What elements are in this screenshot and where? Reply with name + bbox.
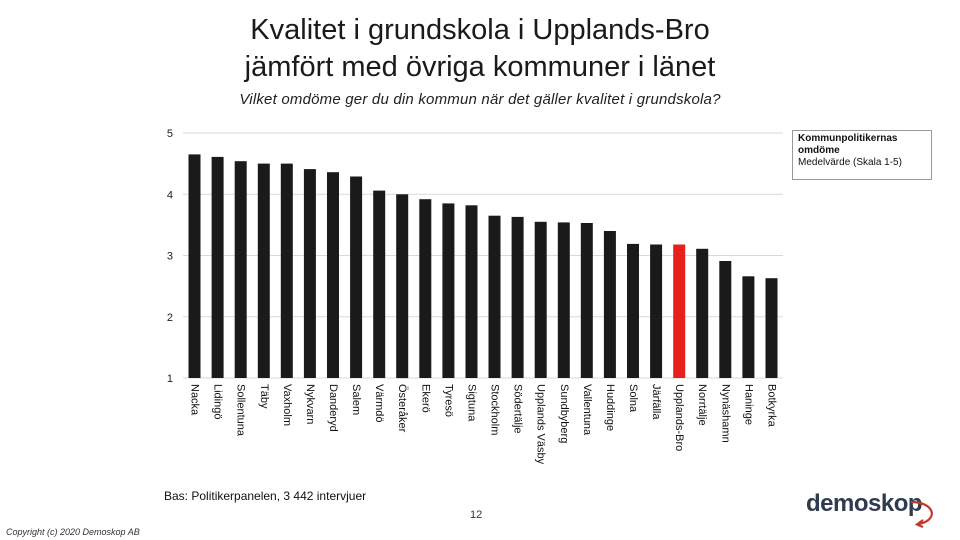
bar-upplands-bro — [673, 244, 686, 378]
x-tick-label: Upplands Väsby — [535, 384, 547, 465]
x-tick-label: Värmdö — [373, 384, 385, 423]
logo-arc-icon — [910, 500, 933, 528]
bar-salem — [350, 176, 363, 378]
title-line-1: Kvalitet i grundskola i Upplands-Bro — [250, 14, 710, 46]
x-tick-label: Vallentuna — [581, 384, 593, 436]
legend-line-1: Kommunpolitikernas — [798, 133, 898, 144]
bar-sundbyberg — [557, 222, 570, 378]
page-number: 12 — [470, 509, 483, 521]
bar-lidingö — [211, 156, 224, 378]
bar-vaxholm — [280, 163, 293, 378]
legend-line-2: omdöme — [798, 145, 840, 156]
x-tick-label: Botkyrka — [766, 384, 778, 428]
x-tick-label: Sigtuna — [466, 384, 478, 422]
bar-stockholm — [488, 215, 501, 378]
y-tick-label: 4 — [167, 189, 173, 201]
y-tick-label: 5 — [167, 128, 173, 140]
bar-nynäshamn — [719, 261, 732, 378]
bar-österåker — [396, 194, 409, 379]
x-tick-label: Nacka — [189, 384, 201, 416]
base-note: Bas: Politikerpanelen, 3 442 intervjuer — [164, 489, 367, 503]
x-tick-label: Vaxholm — [281, 384, 293, 426]
x-tick-label: Norrtälje — [696, 384, 708, 426]
bar-sigtuna — [465, 205, 478, 378]
bar-upplands-väsby — [534, 221, 547, 378]
bar-ekerö — [419, 199, 432, 378]
bar-vallentuna — [580, 223, 593, 378]
bar-södertälje — [511, 216, 524, 378]
bar-järfälla — [650, 244, 663, 378]
bar-danderyd — [327, 172, 339, 378]
y-tick-label: 3 — [167, 251, 173, 263]
x-tick-label: Nykvarn — [304, 384, 316, 424]
bar-täby — [257, 163, 270, 378]
x-tick-label: Solna — [627, 384, 639, 413]
x-tick-label: Salem — [350, 384, 362, 415]
bar-norrtälje — [696, 248, 709, 378]
chart-title: Kvalitet i grundskola i Upplands-Bro jäm… — [0, 12, 960, 86]
x-tick-label: Danderyd — [327, 384, 339, 432]
title-line-2: jämfört med övriga kommuner i länet — [244, 51, 716, 83]
copyright: Copyright (c) 2020 Demoskop AB — [6, 527, 140, 537]
x-tick-label: Sundbyberg — [558, 384, 570, 443]
x-tick-label: Sollentuna — [235, 384, 247, 437]
y-tick-label: 1 — [167, 373, 173, 385]
bar-haninge — [742, 276, 755, 378]
bar-huddinge — [603, 231, 616, 378]
x-tick-label: Stockholm — [489, 384, 501, 435]
x-tick-label: Täby — [258, 384, 270, 409]
legend-line-3: Medelvärde (Skala 1-5) — [798, 157, 902, 168]
chart-subtitle: Vilket omdöme ger du din kommun när det … — [239, 91, 721, 108]
x-tick-label: Lidingö — [212, 384, 224, 419]
x-tick-label: Södertälje — [512, 384, 524, 434]
demoskop-logo: demoskop — [806, 490, 923, 517]
bar-nacka — [188, 154, 201, 378]
x-tick-label: Tyresö — [442, 384, 454, 417]
legend: Kommunpolitikernas omdöme Medelvärde (Sk… — [792, 130, 932, 180]
bar-värmdö — [373, 190, 386, 378]
bar-nykvarn — [303, 169, 316, 378]
bar-sollentuna — [234, 161, 247, 378]
x-tick-label: Österåker — [396, 384, 408, 433]
bar-botkyrka — [765, 278, 778, 378]
x-tick-label: Haninge — [742, 384, 754, 425]
x-tick-label: Upplands-Bro — [673, 384, 685, 451]
x-tick-label: Järfälla — [650, 384, 662, 420]
bar-tyresö — [442, 203, 455, 378]
x-tick-label: Nynäshamn — [719, 384, 731, 443]
bar-solna — [627, 243, 639, 378]
x-tick-label: Huddinge — [604, 384, 616, 431]
x-tick-label: Ekerö — [419, 384, 431, 413]
y-tick-label: 2 — [167, 312, 173, 324]
